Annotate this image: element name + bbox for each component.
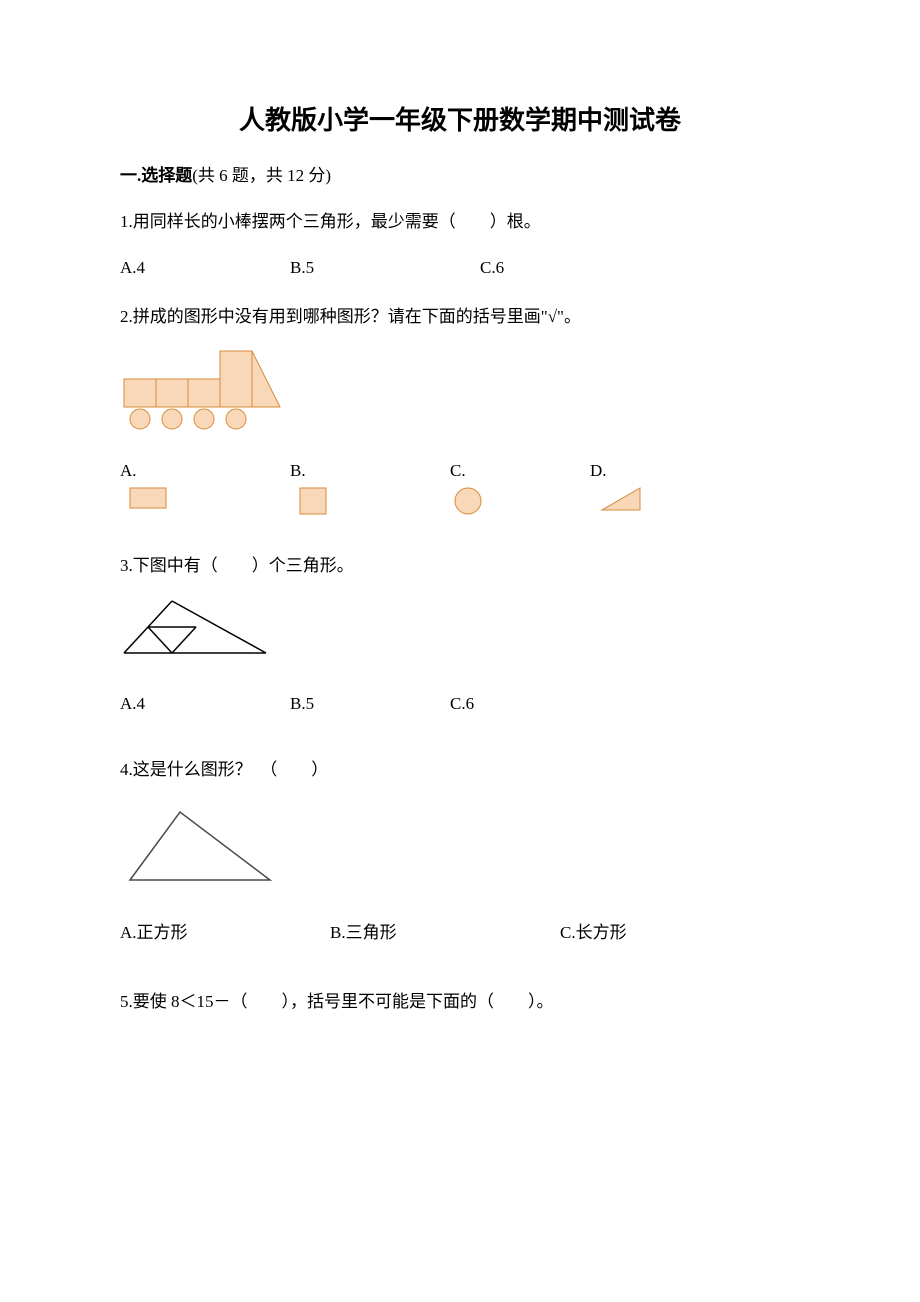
q3-option-b: B.5 bbox=[290, 686, 450, 722]
question-5-text: 5.要使 8＜15－（ ），括号里不可能是下面的（ ）。 bbox=[120, 984, 800, 1020]
q4-option-c: C.长方形 bbox=[560, 915, 710, 951]
q2-figure-train bbox=[120, 347, 800, 438]
square-icon bbox=[290, 484, 336, 518]
page: 人教版小学一年级下册数学期中测试卷 一.选择题(共 6 题，共 12 分) 1.… bbox=[0, 0, 920, 1302]
question-3-options: A.4 B.5 C.6 bbox=[120, 686, 800, 722]
question-1-options: A.4 B.5 C.6 bbox=[120, 250, 800, 286]
section-1-heading: 一.选择题(共 6 题，共 12 分) bbox=[120, 161, 800, 186]
q4-option-a: A.正方形 bbox=[120, 915, 330, 951]
rectangle-icon bbox=[120, 484, 172, 514]
train-icon bbox=[120, 347, 290, 433]
question-4-options: A.正方形 B.三角形 C.长方形 bbox=[120, 915, 800, 951]
q2-option-c-label: C. bbox=[450, 458, 466, 484]
q1-option-c: C.6 bbox=[480, 250, 620, 286]
triangle-outline-icon bbox=[120, 800, 280, 890]
section-1-prefix: 一.选择题 bbox=[120, 166, 192, 185]
q4-figure bbox=[120, 800, 800, 895]
q1-option-b: B.5 bbox=[290, 250, 480, 286]
q2-option-d-label: D. bbox=[590, 458, 607, 484]
q4-option-b: B.三角形 bbox=[330, 915, 560, 951]
question-2-text: 2.拼成的图形中没有用到哪种图形？请在下面的括号里画"√"。 bbox=[120, 299, 800, 335]
circle-icon bbox=[450, 484, 490, 518]
right-triangle-icon bbox=[590, 484, 650, 516]
q2-option-a: A. bbox=[120, 458, 290, 514]
q2-option-b-label: B. bbox=[290, 458, 306, 484]
triangles-icon bbox=[120, 595, 270, 661]
q3-option-a: A.4 bbox=[120, 686, 290, 722]
q3-figure bbox=[120, 595, 800, 666]
section-1-suffix: (共 6 题，共 12 分) bbox=[192, 166, 331, 185]
question-2-options: A. B. C. D. bbox=[120, 458, 800, 518]
page-title: 人教版小学一年级下册数学期中测试卷 bbox=[120, 100, 800, 137]
question-3-text: 3.下图中有（ ）个三角形。 bbox=[120, 548, 800, 584]
q2-option-d: D. bbox=[590, 458, 730, 516]
question-4-text: 4.这是什么图形？ （ ） bbox=[120, 752, 800, 788]
q2-option-b: B. bbox=[290, 458, 450, 518]
q2-option-a-label: A. bbox=[120, 458, 137, 484]
q1-option-a: A.4 bbox=[120, 250, 290, 286]
question-1-text: 1.用同样长的小棒摆两个三角形，最少需要（ ）根。 bbox=[120, 204, 800, 240]
q2-option-c: C. bbox=[450, 458, 590, 518]
q3-option-c: C.6 bbox=[450, 686, 590, 722]
